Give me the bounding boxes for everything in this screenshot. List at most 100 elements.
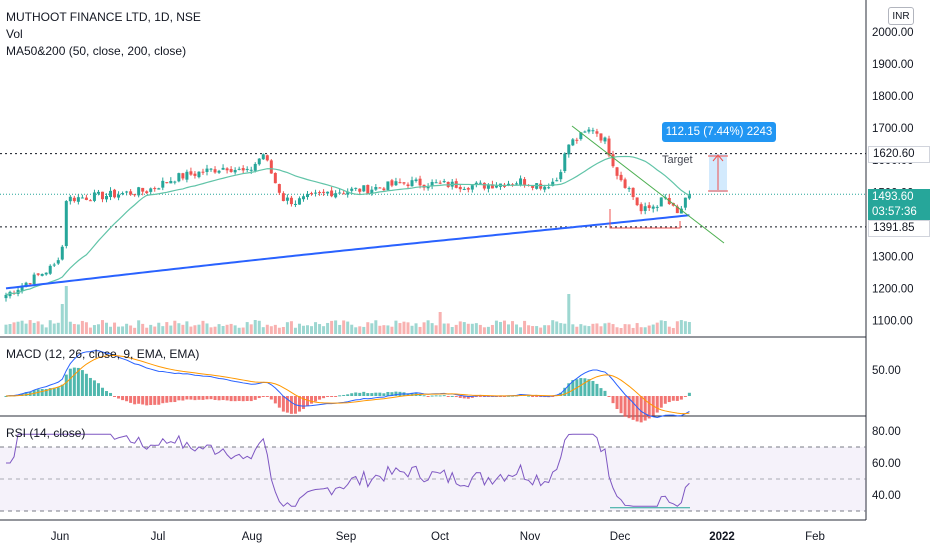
- volume-bar: [293, 327, 297, 334]
- volume-bar: [322, 326, 326, 334]
- candle-body: [623, 179, 627, 188]
- macd-histogram-bar: [334, 396, 338, 397]
- volume-bar: [253, 320, 257, 334]
- price-tick-label: 1300.00: [872, 251, 914, 263]
- candle-body: [551, 181, 555, 186]
- macd-histogram-bar: [165, 396, 169, 403]
- candle-body: [229, 169, 233, 172]
- macd-histogram-bar: [72, 367, 76, 396]
- candle-body: [40, 273, 44, 276]
- candle-body: [370, 189, 374, 194]
- macd-histogram-bar: [378, 392, 382, 396]
- candle-body: [92, 192, 96, 201]
- candle-body: [301, 196, 305, 200]
- candle-body: [599, 133, 603, 141]
- candle-body: [330, 190, 334, 197]
- macd-histogram-bar: [84, 373, 88, 396]
- volume-bar: [643, 327, 647, 334]
- volume-bar: [197, 324, 201, 334]
- macd-histogram-bar: [631, 396, 635, 420]
- macd-histogram-bar: [567, 383, 571, 396]
- volume-bar: [129, 325, 133, 334]
- ma-label: MA50&200 (50, close, 200, close): [6, 44, 187, 58]
- candle-body: [233, 169, 237, 173]
- support-box-line: [609, 209, 681, 229]
- macd-histogram-bar: [205, 396, 209, 400]
- volume-bar: [575, 326, 579, 334]
- volume-bar: [639, 327, 643, 334]
- macd-histogram-bar: [109, 392, 113, 396]
- macd-histogram-bar: [76, 367, 80, 396]
- macd-histogram-bar: [261, 396, 265, 397]
- candle-body: [603, 137, 607, 142]
- time-tick-label: Dec: [610, 531, 631, 543]
- volume-bar: [382, 325, 386, 334]
- volume-bar: [438, 312, 442, 334]
- macd-histogram-bar: [189, 396, 193, 400]
- volume-bar: [579, 324, 583, 334]
- candle-body: [189, 171, 193, 175]
- macd-histogram-bar: [675, 396, 679, 401]
- volume-bar: [68, 321, 72, 334]
- candle-body: [109, 190, 113, 198]
- macd-histogram-bar: [157, 396, 161, 405]
- candle-body: [519, 178, 523, 185]
- macd-histogram-bar: [125, 396, 129, 402]
- volume-bar: [583, 325, 587, 334]
- candle-body: [261, 154, 265, 160]
- volume-bar: [454, 324, 458, 334]
- volume-bar: [306, 325, 309, 334]
- macd-histogram-bar: [342, 394, 346, 396]
- candle-body: [631, 187, 635, 198]
- macd-histogram-bar: [20, 393, 24, 396]
- macd-histogram-bar: [233, 396, 237, 402]
- candle-body: [237, 168, 241, 170]
- macd-histogram-bar: [346, 394, 350, 396]
- volume-bar: [32, 322, 36, 334]
- candle-body: [113, 189, 117, 198]
- rsi-line: [6, 433, 690, 507]
- candle-body: [105, 195, 108, 200]
- candle-body: [28, 283, 32, 285]
- macd-histogram-bar: [301, 396, 305, 409]
- volume-bar: [490, 324, 494, 334]
- candle-body: [486, 184, 490, 189]
- macd-histogram-bar: [306, 396, 309, 407]
- candle-body: [543, 186, 547, 190]
- volume-bar: [16, 321, 20, 334]
- candle-body: [414, 179, 418, 182]
- macd-histogram-bar: [563, 387, 567, 396]
- volume-bar: [297, 323, 301, 334]
- macd-histogram-bar: [48, 388, 52, 396]
- candle-body: [225, 168, 229, 171]
- volume-bar: [346, 321, 350, 334]
- candle-body: [583, 131, 587, 133]
- macd-histogram-bar: [161, 396, 165, 404]
- macd-histogram-bar: [133, 396, 137, 405]
- macd-histogram-bar: [257, 396, 261, 399]
- candle-body: [245, 168, 249, 170]
- macd-histogram-bar: [96, 383, 100, 396]
- macd-histogram-bar: [209, 396, 213, 400]
- macd-histogram-bar: [486, 396, 490, 397]
- candle-body: [655, 206, 659, 208]
- macd-histogram-bar: [4, 396, 8, 397]
- candle-body: [611, 154, 615, 167]
- volume-bar: [213, 326, 217, 334]
- macd-histogram-bar: [571, 380, 575, 396]
- candle-body: [342, 193, 346, 195]
- macd-histogram-bar: [129, 396, 133, 403]
- macd-histogram-bar: [64, 374, 68, 396]
- countdown-badge: 03:57:36: [868, 205, 930, 220]
- volume-bar: [141, 323, 145, 334]
- volume-bar: [466, 323, 470, 334]
- candle-body: [474, 182, 478, 185]
- volume-bar: [100, 320, 104, 334]
- volume-bar: [687, 321, 691, 334]
- price-tick-label: 1800.00: [872, 91, 914, 103]
- currency-badge[interactable]: INR: [888, 7, 914, 25]
- volume-bar: [245, 322, 249, 334]
- volume-bar: [165, 322, 169, 334]
- volume-bar: [374, 320, 378, 334]
